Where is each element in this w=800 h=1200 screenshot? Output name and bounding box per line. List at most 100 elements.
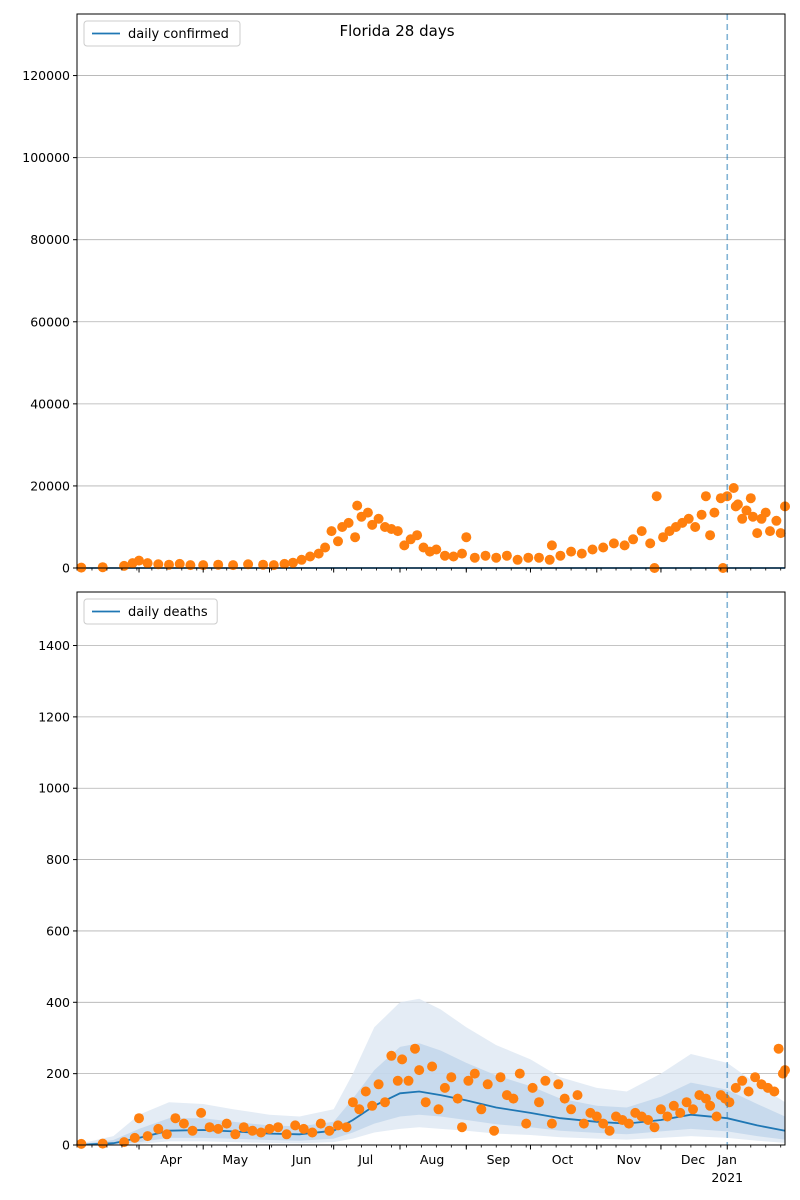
data-point (313, 548, 324, 559)
data-point (732, 499, 743, 510)
data-point (546, 1118, 557, 1129)
data-point (534, 552, 544, 563)
x-tick-label: Jul (357, 1152, 373, 1167)
data-point (273, 1122, 284, 1133)
data-point (431, 544, 442, 555)
axes-frame (76, 591, 786, 1146)
data-point (221, 1118, 232, 1129)
data-point (392, 1075, 403, 1086)
data-point (469, 552, 480, 563)
y-tick-label: 1200 (38, 709, 70, 724)
data-point (705, 530, 716, 541)
data-point (572, 1090, 583, 1101)
y-tick-label: 80000 (30, 232, 70, 247)
data-point (343, 517, 354, 528)
data-point (598, 542, 609, 553)
data-point (268, 560, 279, 571)
data-point (243, 559, 254, 570)
data-point (728, 483, 739, 493)
data-point (463, 1075, 474, 1086)
legend: daily confirmed (83, 20, 241, 47)
data-point (775, 528, 786, 539)
data-point (341, 1122, 352, 1133)
data-point (290, 1120, 301, 1131)
data-point (705, 1100, 716, 1111)
data-point (347, 1097, 358, 1108)
data-point (213, 559, 224, 570)
data-point (655, 1104, 666, 1115)
data-point (360, 1086, 371, 1097)
data-point (153, 1123, 164, 1134)
data-point (412, 530, 423, 541)
data-point (397, 1054, 408, 1065)
data-point (469, 1068, 480, 1079)
data-point (743, 1086, 754, 1097)
x-tick-label: Jan (717, 1152, 737, 1167)
data-point (161, 1129, 172, 1140)
x-ticks: Apr May Jun Jul Aug Sep Oct Nov Dec Jan 2021 (76, 1145, 782, 1185)
data-point (333, 536, 343, 547)
data-point (649, 1122, 660, 1133)
x-tick-label: May (222, 1152, 248, 1167)
data-point (576, 548, 587, 559)
data-point (315, 1118, 326, 1129)
data-point (752, 528, 763, 539)
data-point (771, 515, 782, 526)
data-point (420, 1097, 431, 1108)
y-tick-label: 100000 (22, 150, 70, 165)
data-point (204, 1122, 215, 1133)
data-point (544, 554, 555, 565)
data-point (598, 1118, 609, 1129)
data-point (414, 1065, 425, 1076)
data-point (619, 540, 630, 551)
data-point (745, 493, 756, 504)
data-point (178, 1118, 189, 1129)
data-point (534, 1097, 544, 1108)
data-point (174, 558, 185, 569)
y-tick-label: 0 (62, 1138, 70, 1153)
legend: daily deaths (83, 598, 218, 625)
data-point (623, 1118, 634, 1129)
data-point (521, 1118, 532, 1129)
data-point (196, 1107, 207, 1118)
x-tick-label: Jun (291, 1152, 312, 1167)
data-point (281, 1129, 292, 1140)
y-tick-label: 600 (46, 923, 70, 938)
data-point (238, 1122, 249, 1133)
data-point (737, 513, 748, 524)
data-point (683, 513, 694, 524)
data-point (741, 505, 752, 516)
data-point (559, 1093, 570, 1104)
y-tick-label: 120000 (22, 68, 70, 83)
data-point (350, 532, 361, 543)
data-point (362, 507, 373, 518)
data-point (247, 1125, 258, 1136)
x-tick-label: Dec (681, 1152, 705, 1167)
data-point (97, 562, 108, 573)
data-point (658, 532, 669, 543)
data-point (765, 526, 775, 537)
data-point (320, 542, 331, 553)
legend-label: daily deaths (128, 605, 208, 620)
data-point (213, 1123, 224, 1134)
data-point (333, 1120, 343, 1131)
data-point (553, 1079, 564, 1090)
data-point (307, 1127, 318, 1138)
legend-box (83, 598, 218, 625)
data-point (97, 1138, 108, 1149)
data-point (153, 559, 164, 570)
data-point (296, 554, 307, 565)
panel-daily-deaths: 0 200 400 600 800 1000 1200 1400 Apr May Jun Jul Au… (38, 591, 790, 1185)
y-ticks: 0 200 400 600 800 1000 1200 1400 (38, 638, 77, 1153)
data-point (380, 1097, 390, 1108)
y-tick-label: 20000 (30, 478, 70, 493)
data-point (326, 526, 337, 537)
data-point (730, 1082, 741, 1093)
data-point (643, 1115, 654, 1125)
x-tick-label: Apr (160, 1152, 182, 1167)
data-point (373, 1079, 384, 1090)
data-point (228, 560, 239, 571)
data-point (608, 538, 619, 549)
observed-points (76, 1043, 790, 1149)
